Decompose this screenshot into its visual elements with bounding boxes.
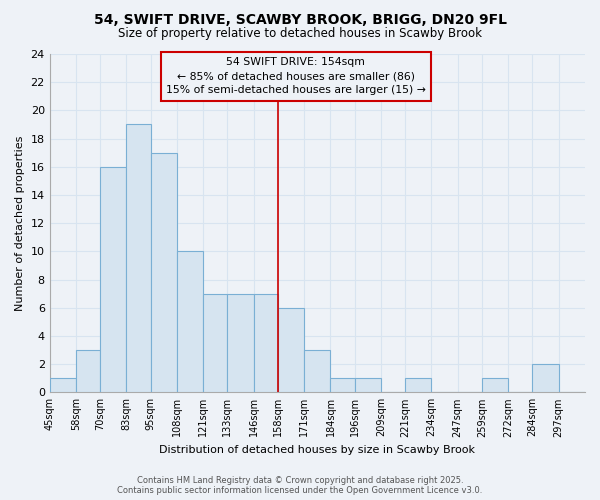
Bar: [482, 378, 508, 392]
Bar: [127, 124, 151, 392]
Bar: [50, 378, 76, 392]
Bar: [76, 350, 100, 393]
Text: 54 SWIFT DRIVE: 154sqm
← 85% of detached houses are smaller (86)
15% of semi-det: 54 SWIFT DRIVE: 154sqm ← 85% of detached…: [166, 58, 426, 96]
Bar: [355, 378, 381, 392]
Bar: [100, 167, 127, 392]
Bar: [278, 308, 304, 392]
Bar: [227, 294, 254, 392]
Bar: [331, 378, 355, 392]
Bar: [151, 152, 177, 392]
Bar: [254, 294, 278, 392]
Text: 54, SWIFT DRIVE, SCAWBY BROOK, BRIGG, DN20 9FL: 54, SWIFT DRIVE, SCAWBY BROOK, BRIGG, DN…: [94, 12, 506, 26]
Bar: [532, 364, 559, 392]
Bar: [177, 252, 203, 392]
Bar: [203, 294, 227, 392]
Text: Contains HM Land Registry data © Crown copyright and database right 2025.
Contai: Contains HM Land Registry data © Crown c…: [118, 476, 482, 495]
Y-axis label: Number of detached properties: Number of detached properties: [15, 136, 25, 311]
X-axis label: Distribution of detached houses by size in Scawby Brook: Distribution of detached houses by size …: [160, 445, 475, 455]
Bar: [304, 350, 331, 393]
Text: Size of property relative to detached houses in Scawby Brook: Size of property relative to detached ho…: [118, 28, 482, 40]
Bar: [405, 378, 431, 392]
